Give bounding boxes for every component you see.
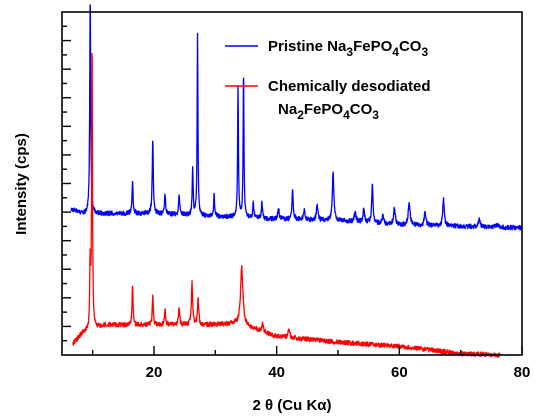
x-axis-ticks: 20 40 60 80 (91, 346, 531, 381)
plot-lines (70, 4, 523, 358)
legend-label-desodiated-line2: Na2FePO4CO3 (278, 101, 379, 122)
legend-label-desodiated-line1: Chemically desodiated (268, 78, 431, 95)
series-line-pristine (70, 4, 523, 231)
x-tick-label: 40 (268, 364, 285, 381)
y-axis-ticks (62, 25, 71, 342)
y-axis-title: Intensity (cps) (13, 133, 30, 235)
x-tick-label: 20 (146, 364, 163, 381)
legend-label-pristine: Pristine Na3FePO4CO3 (268, 38, 428, 59)
series-line-desodiated (72, 52, 501, 358)
x-tick-label: 80 (514, 364, 531, 381)
legend: Pristine Na3FePO4CO3 Chemically desodiat… (225, 38, 431, 122)
x-axis-title: 2 θ (Cu Kα) (253, 397, 332, 414)
x-tick-label: 60 (391, 364, 408, 381)
plot-frame (61, 11, 523, 356)
